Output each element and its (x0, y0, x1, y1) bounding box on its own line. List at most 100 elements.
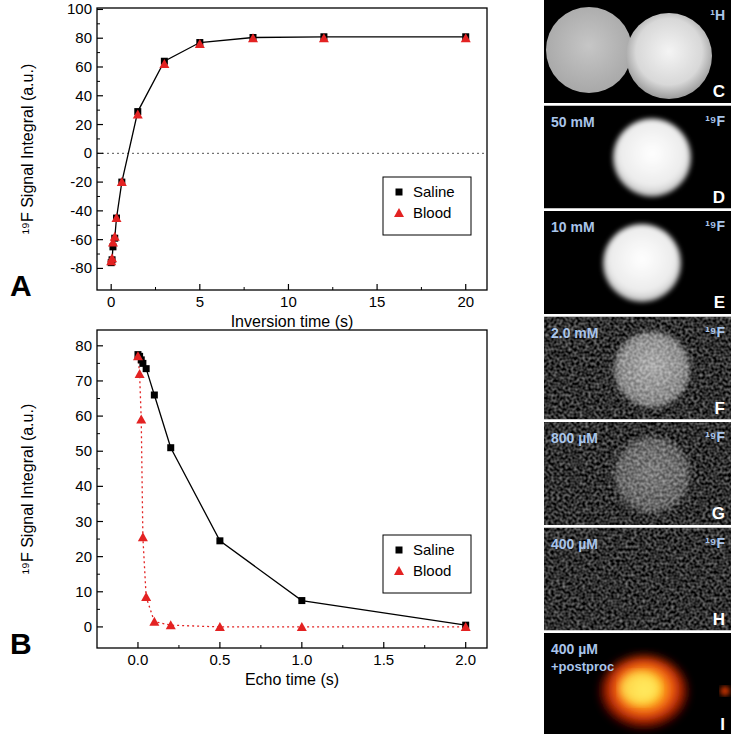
image-panel: 2.0 mM¹⁹FF (544, 317, 731, 420)
image-content (544, 211, 731, 314)
y-axis-label: ¹⁹F Signal Integral (a.u.) (19, 64, 36, 234)
marker (143, 365, 150, 372)
marker (117, 177, 127, 186)
y-axis-label: ¹⁹F Signal Integral (a.u.) (19, 404, 36, 574)
y-tick (97, 66, 103, 67)
x-minor-tick (155, 287, 156, 290)
y-tick (97, 521, 103, 522)
y-tick-label: 20 (75, 116, 92, 133)
image-background (544, 422, 731, 525)
phantom (546, 7, 632, 93)
note-label: +postproc (551, 659, 614, 674)
x-tick-label: 0.5 (209, 651, 230, 668)
nucleus-label: ¹⁹F (705, 218, 725, 234)
plot-frame (97, 330, 487, 648)
y-tick (97, 626, 103, 627)
image-panel: 50 mM¹⁹FD (544, 106, 731, 209)
y-tick-label: 60 (75, 58, 92, 75)
data-area (106, 33, 471, 266)
image-panel: ¹H C (544, 0, 731, 103)
y-tick (97, 181, 103, 182)
concentration-label: 400 µM (551, 536, 598, 552)
y-tick-label: 50 (75, 442, 92, 459)
y-minor-tick (97, 539, 100, 540)
marker (394, 208, 404, 217)
x-tick (288, 284, 289, 290)
x-tick-label: 20 (457, 293, 474, 310)
y-minor-tick (97, 225, 100, 226)
phantom (613, 119, 691, 197)
concentration-label: 2.0 mM (551, 325, 598, 341)
y-tick-label: 10 (75, 583, 92, 600)
y-tick (97, 556, 103, 557)
y-minor-tick (97, 363, 100, 364)
y-tick-label: -60 (70, 231, 92, 248)
marker (141, 592, 151, 601)
legend-box (383, 177, 471, 235)
x-tick (137, 642, 138, 648)
panel-letter: F (715, 399, 725, 418)
image-content (544, 633, 731, 734)
y-minor-tick (97, 433, 100, 434)
marker (149, 617, 159, 626)
y-tick (97, 124, 103, 125)
x-minor-tick (332, 287, 333, 290)
chart: 010203040506070800.00.51.01.52.0Echo tim… (10, 330, 487, 688)
marker (133, 109, 143, 118)
heat-spot (720, 686, 730, 696)
y-minor-tick (97, 468, 100, 469)
panel-letter: C (713, 82, 725, 101)
y-tick-label: -80 (70, 259, 92, 276)
image-content (544, 528, 731, 631)
y-tick (97, 380, 103, 381)
chart: -80-60-40-2002040608010005101520Inversio… (10, 0, 487, 330)
y-tick (97, 345, 103, 346)
marker (195, 39, 205, 48)
x-tick-label: 15 (369, 293, 386, 310)
image-panel: 800 µM¹⁹FG (544, 422, 731, 525)
marker (394, 566, 404, 575)
noise (544, 528, 731, 631)
nucleus-label: ¹⁹F (705, 535, 725, 551)
x-minor-tick (260, 645, 261, 648)
marker (461, 33, 471, 42)
image-content (544, 422, 731, 525)
data-area (133, 351, 471, 631)
y-tick (97, 486, 103, 487)
x-axis-label: Inversion time (s) (231, 313, 354, 330)
legend-label: Saline (413, 183, 455, 200)
y-minor-tick (97, 503, 100, 504)
y-tick (97, 451, 103, 452)
marker (133, 351, 143, 360)
y-tick-label: 0 (84, 618, 92, 635)
marker (215, 622, 225, 631)
marker (216, 537, 223, 544)
nucleus-label: ¹H (710, 7, 725, 23)
image-background (544, 528, 731, 631)
image-background (544, 317, 731, 420)
image-background (544, 0, 731, 103)
marker (110, 232, 120, 241)
phantom (603, 224, 681, 302)
marker (319, 33, 329, 42)
x-tick-label: 0.0 (128, 651, 149, 668)
figure: -80-60-40-2002040608010005101520Inversio… (0, 0, 731, 734)
image-panel: 400 µM+postprocI (544, 633, 731, 734)
marker (461, 622, 471, 631)
panel-letter: G (712, 504, 725, 523)
reference-line (97, 153, 487, 154)
noise (544, 317, 731, 420)
y-tick-label: 40 (75, 87, 92, 104)
x-tick (383, 642, 384, 648)
legend-label: Saline (413, 541, 455, 558)
concentration-label: 10 mM (551, 219, 595, 235)
y-minor-tick (97, 81, 100, 82)
y-tick-label: 80 (75, 337, 92, 354)
y-tick (97, 210, 103, 211)
panel-letter: A (10, 269, 32, 302)
panel-letter: D (713, 188, 725, 207)
image-background (544, 633, 731, 734)
image-panel: 10 mM¹⁹FE (544, 211, 731, 314)
x-tick-label: 5 (196, 293, 204, 310)
concentration-label: 400 µM (551, 641, 598, 657)
